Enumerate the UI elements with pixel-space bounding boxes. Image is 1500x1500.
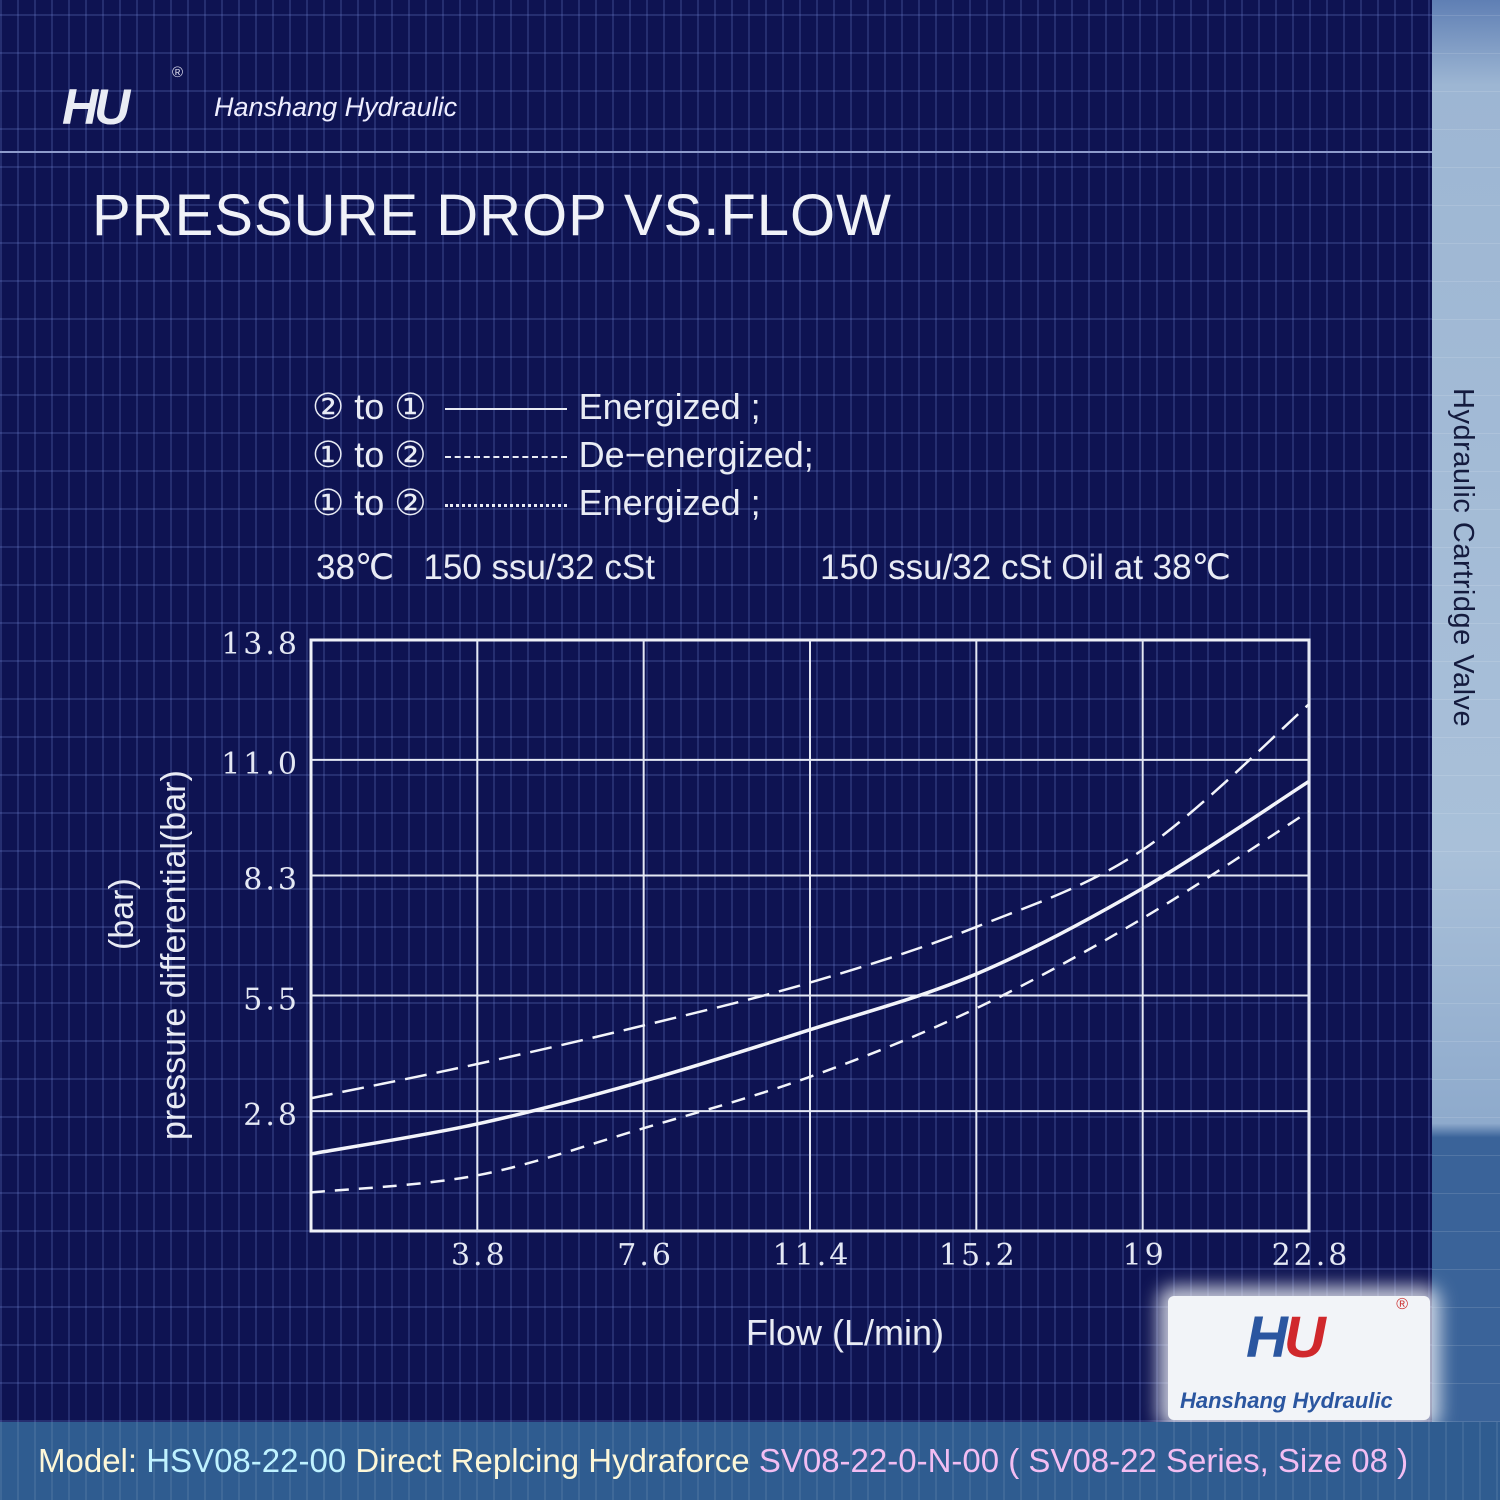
bottom-logo: HU ® Hanshang Hydraulic xyxy=(1168,1296,1430,1420)
legend-item: ① to ② Energized ; xyxy=(312,482,761,524)
side-strip xyxy=(1432,0,1500,1422)
model-label: Model: xyxy=(38,1442,147,1479)
legend-line-short-dash xyxy=(444,503,567,507)
legend-path: ① to ② xyxy=(312,482,427,523)
legend-path: ① to ② xyxy=(312,434,427,475)
legend-label: De−energized; xyxy=(578,434,814,475)
model-number: HSV08-22-00 xyxy=(146,1442,347,1479)
reference-model: SV08-22-0-N-00 ( SV08-22 Series, Size 08… xyxy=(758,1442,1409,1479)
brand-logo: HU xyxy=(62,79,130,135)
y-tick-label: 8.3 xyxy=(243,863,300,898)
conditions-left: 38℃ 150 ssu/32 cSt xyxy=(316,548,655,587)
legend-path: ② to ① xyxy=(312,386,427,427)
side-label: Hydraulic Cartridge Valve xyxy=(1447,388,1479,728)
y-tick-label: 13.8 xyxy=(221,627,300,662)
logo-mark: HU xyxy=(1246,1305,1326,1370)
logo-text: Hanshang Hydraulic xyxy=(1180,1388,1393,1413)
y-tick-label: 2.8 xyxy=(243,1098,300,1133)
series-line-solid xyxy=(310,779,1310,1156)
conditions-right: 150 ssu/32 cSt Oil at 38℃ xyxy=(820,548,1231,587)
x-tick-label: 3.8 xyxy=(451,1238,508,1273)
replacement-text: Direct Replcing Hydraforce xyxy=(346,1442,759,1479)
registered-mark: ® xyxy=(172,64,184,81)
footer-model-bar: Model: HSV08-22-00 Direct Replcing Hydra… xyxy=(0,1422,1500,1500)
legend-item: ② to ① Energized ; xyxy=(312,386,761,428)
x-tick-label: 22.8 xyxy=(1272,1238,1351,1273)
legend-line-solid xyxy=(444,408,567,411)
y-axis-title: pressure differential(bar) xyxy=(155,770,193,1140)
series-line-long-dash xyxy=(310,703,1310,1100)
y-tick-label: 5.5 xyxy=(243,982,300,1017)
brand-name: Hanshang Hydraulic xyxy=(214,92,458,122)
legend-label: Energized ; xyxy=(578,482,761,523)
legend-line-long-dash xyxy=(444,456,567,459)
page-title: PRESSURE DROP VS.FLOW xyxy=(92,183,892,248)
legend-label: Energized ; xyxy=(578,386,761,427)
grid-background xyxy=(0,0,1432,1422)
series-line-short-dash xyxy=(310,810,1310,1194)
header-divider xyxy=(0,151,1432,153)
x-tick-label: 7.6 xyxy=(617,1238,674,1273)
y-axis-units: (bar) xyxy=(103,878,141,950)
chart: 3.8 7.6 11.4 15.2 19 22.8 13.8 11.0 8.3 5.5 2.8 xyxy=(221,627,1351,1273)
y-axis-label: (bar) pressure differential(bar) xyxy=(96,770,200,1140)
x-tick-label: 19 xyxy=(1123,1238,1167,1273)
legend-item: ① to ② De−energized; xyxy=(312,434,814,476)
registered-mark: ® xyxy=(1396,1296,1408,1313)
x-tick-label: 11.4 xyxy=(773,1238,852,1273)
y-tick-label: 11.0 xyxy=(221,747,300,782)
x-tick-label: 15.2 xyxy=(939,1238,1018,1273)
x-axis-label: Flow (L/min) xyxy=(746,1312,945,1353)
